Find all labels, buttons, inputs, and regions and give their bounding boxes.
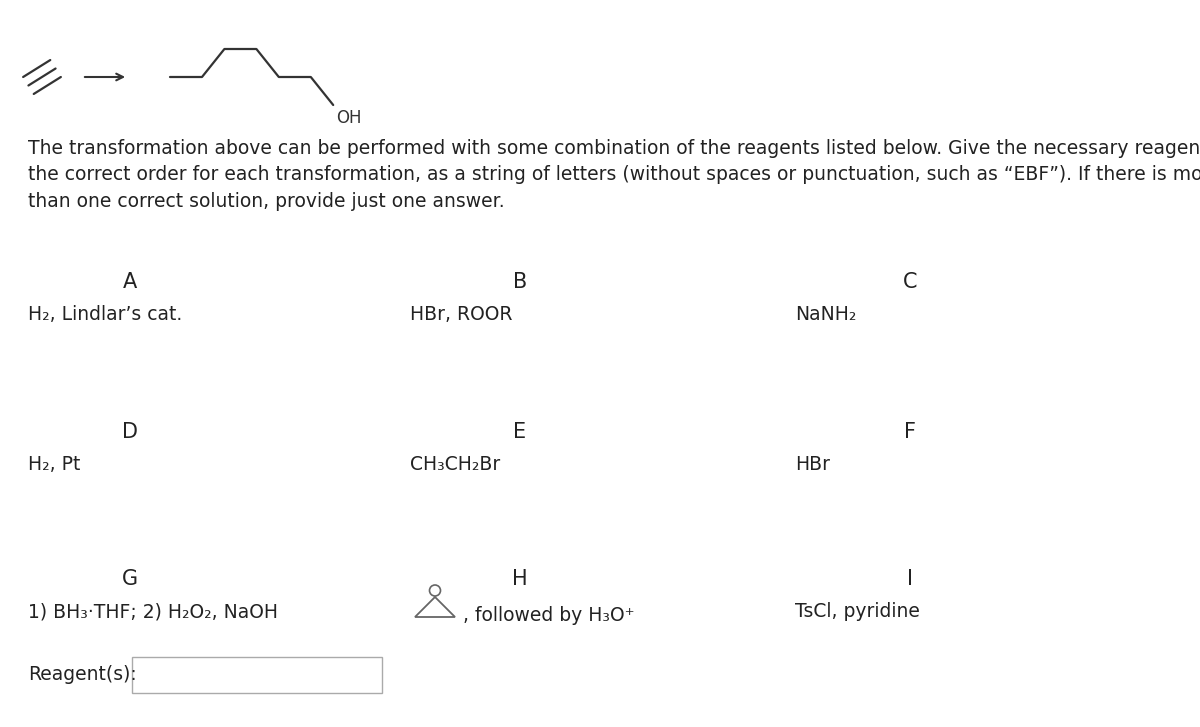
Text: H₂, Lindlar’s cat.: H₂, Lindlar’s cat. xyxy=(28,305,182,324)
Text: than one correct solution, provide just one answer.: than one correct solution, provide just … xyxy=(28,192,505,211)
Text: B: B xyxy=(512,272,527,292)
Text: G: G xyxy=(122,569,138,589)
Text: I: I xyxy=(907,569,913,589)
Text: CH₃CH₂Br: CH₃CH₂Br xyxy=(410,455,500,474)
Text: F: F xyxy=(904,422,916,442)
Text: A: A xyxy=(122,272,137,292)
Text: 1) BH₃·THF; 2) H₂O₂, NaOH: 1) BH₃·THF; 2) H₂O₂, NaOH xyxy=(28,602,278,621)
Text: H₂, Pt: H₂, Pt xyxy=(28,455,80,474)
Text: NaNH₂: NaNH₂ xyxy=(796,305,857,324)
Text: , followed by H₃O⁺: , followed by H₃O⁺ xyxy=(463,606,635,625)
Text: OH: OH xyxy=(336,109,361,127)
Text: E: E xyxy=(514,422,527,442)
Text: the correct order for each transformation, as a string of letters (without space: the correct order for each transformatio… xyxy=(28,166,1200,185)
Text: H: H xyxy=(512,569,528,589)
Text: C: C xyxy=(902,272,917,292)
Bar xyxy=(132,657,382,693)
Text: Reagent(s):: Reagent(s): xyxy=(28,665,137,685)
Text: HBr, ROOR: HBr, ROOR xyxy=(410,305,512,324)
Text: D: D xyxy=(122,422,138,442)
Text: The transformation above can be performed with some combination of the reagents : The transformation above can be performe… xyxy=(28,139,1200,158)
Text: TsCl, pyridine: TsCl, pyridine xyxy=(796,602,920,621)
Text: HBr: HBr xyxy=(796,455,830,474)
